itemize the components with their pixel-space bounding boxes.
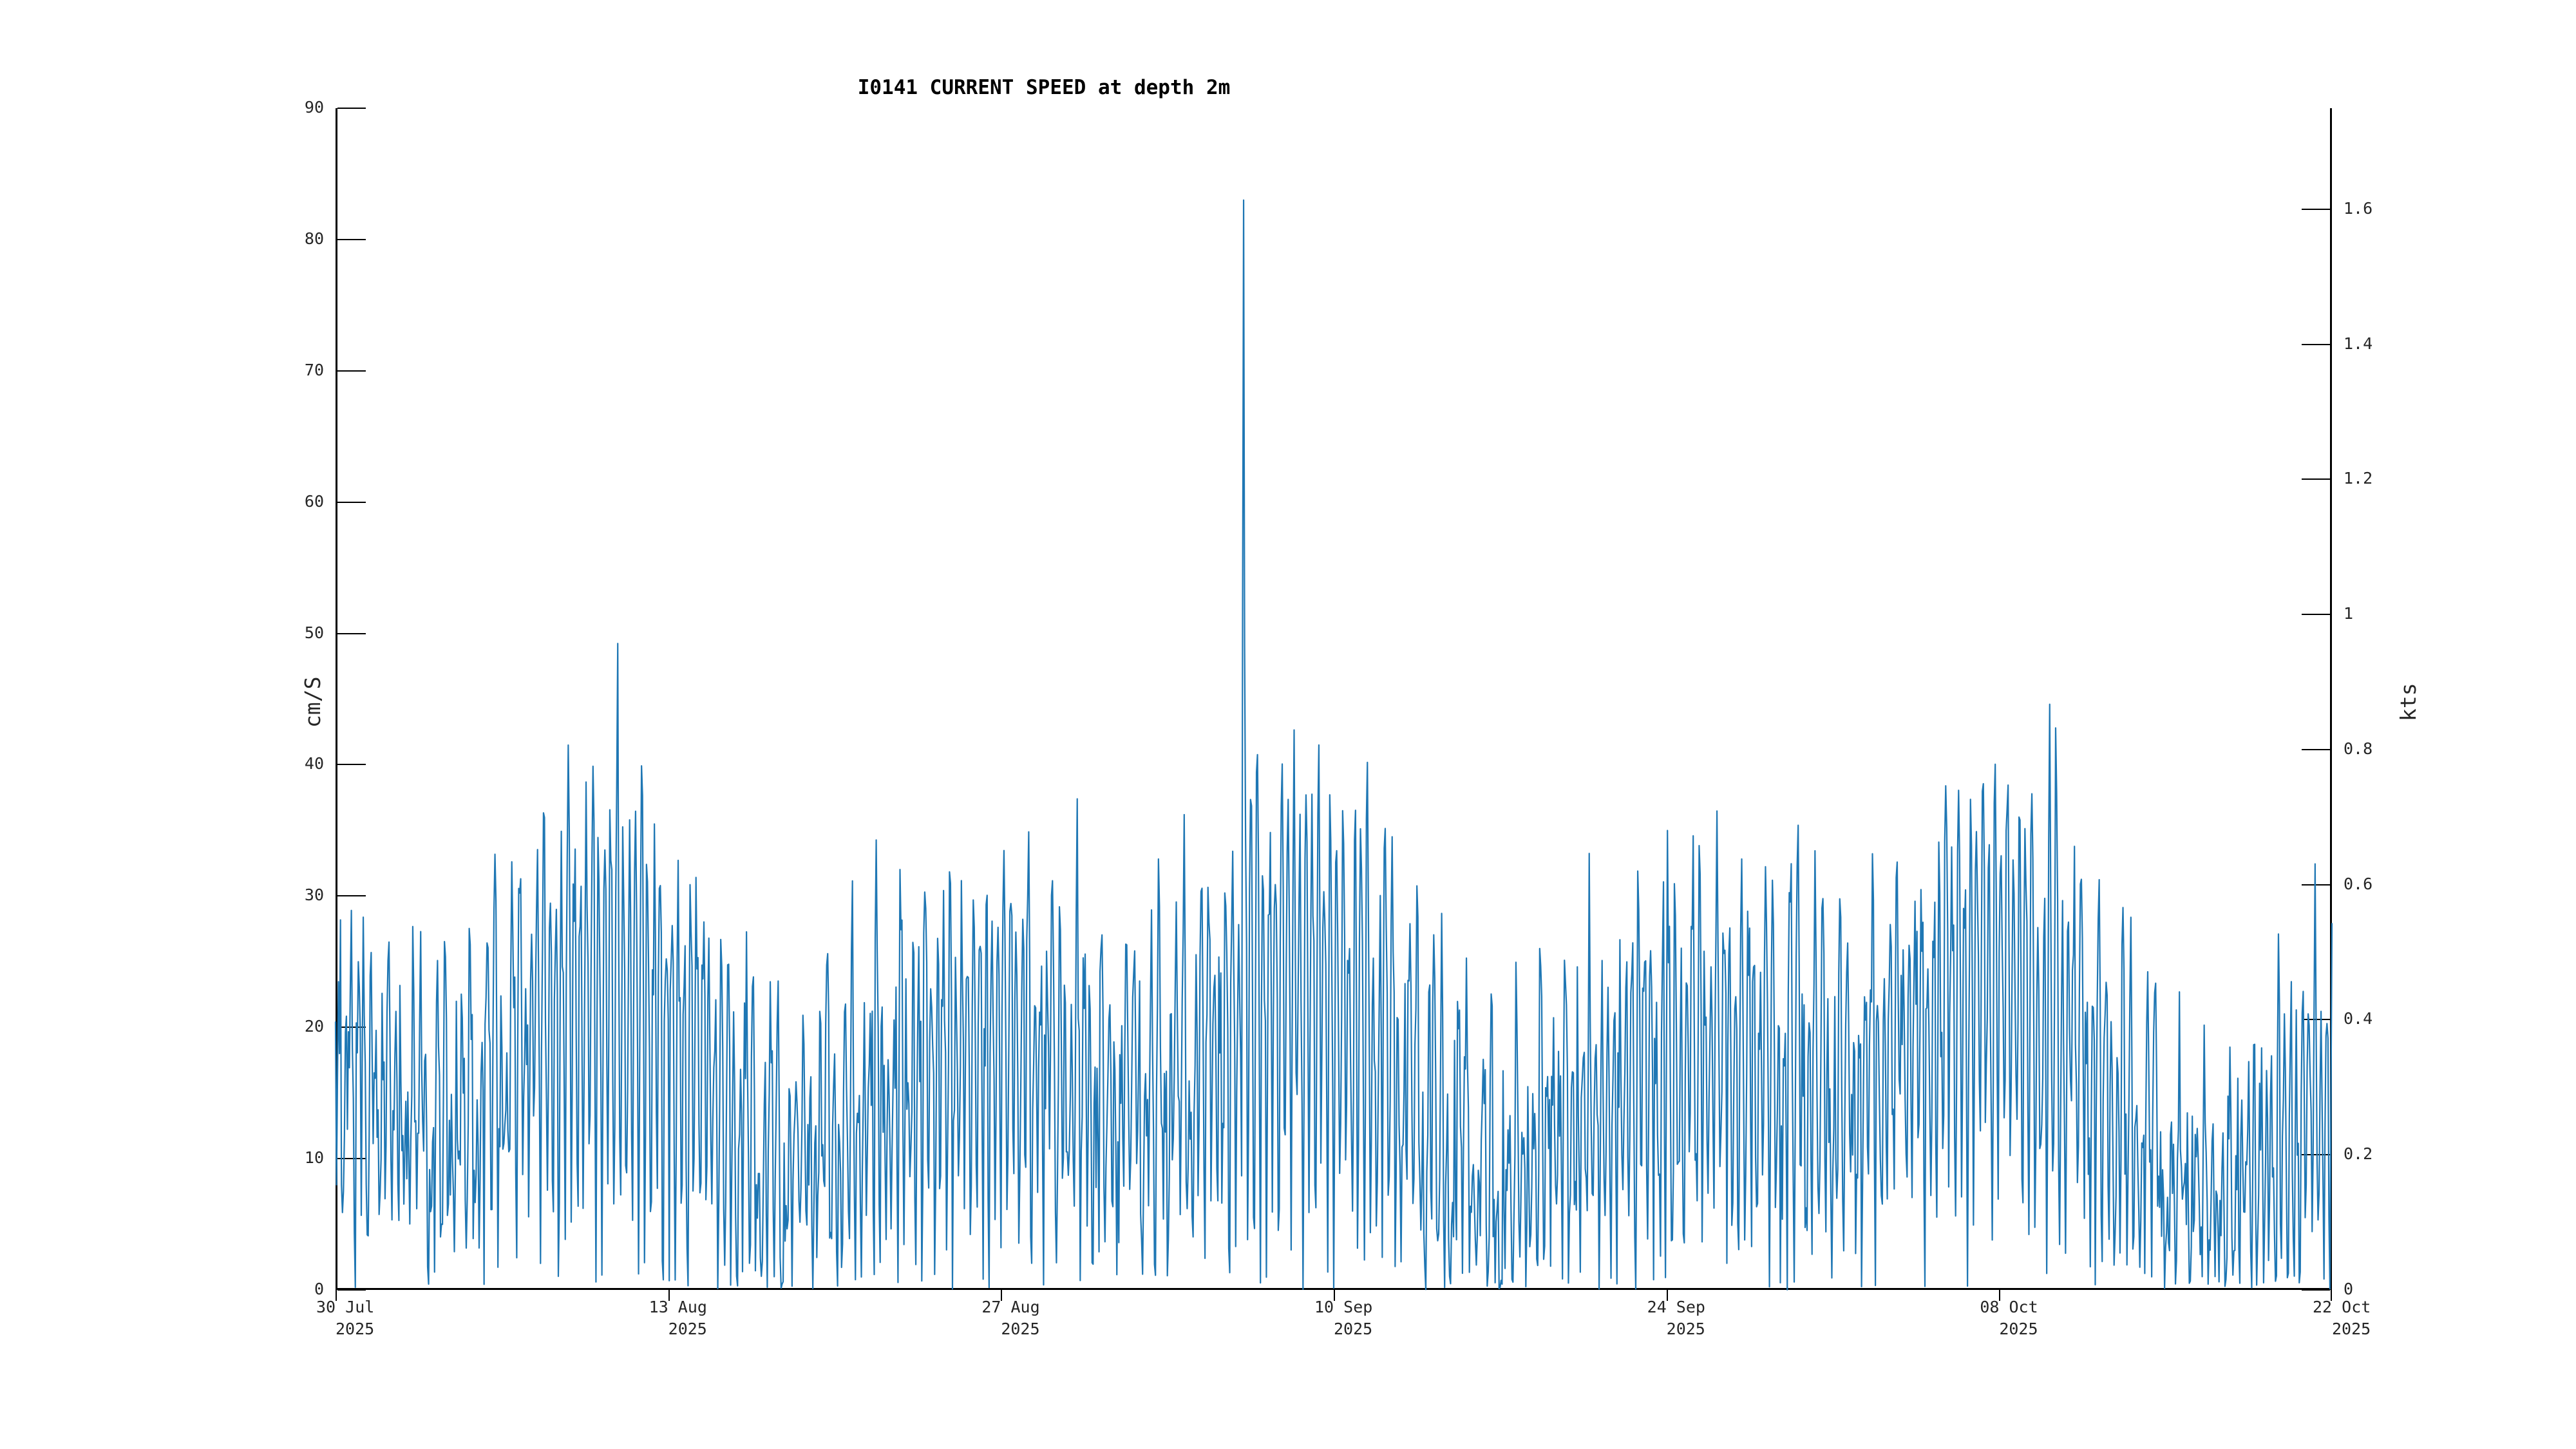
x-tick-label-date: 22 Oct bbox=[2313, 1298, 2371, 1316]
y-axis-label-left: cm/S bbox=[300, 676, 325, 728]
x-tick-1 bbox=[668, 1288, 670, 1301]
y-tick-label-left-60: 60 bbox=[304, 491, 324, 511]
y-tick-label-left-0: 0 bbox=[314, 1280, 324, 1298]
y-tick-label-left-50: 50 bbox=[304, 623, 324, 642]
x-tick-label-year: 2025 bbox=[2332, 1320, 2371, 1338]
chart-title: I0141 CURRENT SPEED at depth 2m bbox=[857, 76, 1231, 99]
y-tick-label-left-90: 90 bbox=[304, 98, 324, 117]
x-tick-label-0: 30 Jul 2025 bbox=[316, 1296, 374, 1340]
x-tick-5 bbox=[1999, 1288, 2001, 1301]
x-tick-0 bbox=[336, 1288, 337, 1301]
x-tick-label-year: 2025 bbox=[668, 1320, 707, 1338]
y-tick-label-right-0.6: 0.6 bbox=[2344, 874, 2373, 893]
x-tick-label-3: 10 Sep 2025 bbox=[1314, 1296, 1372, 1340]
y-tick-left-60 bbox=[337, 501, 366, 503]
y-tick-label-right-1.4: 1.4 bbox=[2344, 334, 2373, 353]
axis-spine-left bbox=[336, 108, 337, 1290]
y-tick-label-right-0: 0 bbox=[2344, 1280, 2354, 1298]
series-line-current-speed bbox=[334, 199, 2333, 1291]
x-tick-label-date: 30 Jul bbox=[316, 1298, 375, 1316]
x-tick-label-5: 08 Oct 2025 bbox=[1980, 1296, 2038, 1340]
x-tick-label-year: 2025 bbox=[1666, 1320, 1705, 1338]
x-tick-label-1: 13 Aug 2025 bbox=[649, 1296, 707, 1340]
y-tick-right-1 bbox=[2302, 614, 2330, 616]
x-tick-label-date: 13 Aug bbox=[649, 1298, 707, 1316]
y-tick-label-left-10: 10 bbox=[304, 1148, 324, 1168]
x-tick-label-year: 2025 bbox=[336, 1320, 375, 1338]
x-tick-label-year: 2025 bbox=[1334, 1320, 1373, 1338]
y-tick-label-right-1: 1 bbox=[2344, 604, 2354, 623]
x-tick-label-4: 24 Sep 2025 bbox=[1647, 1296, 1705, 1340]
y-tick-label-right-0.2: 0.2 bbox=[2344, 1144, 2373, 1164]
y-axis-label-right: kts bbox=[2396, 683, 2421, 721]
x-tick-4 bbox=[1666, 1288, 1668, 1301]
y-tick-label-right-0.8: 0.8 bbox=[2344, 739, 2373, 758]
y-tick-left-70 bbox=[337, 370, 366, 372]
y-tick-right-0 bbox=[2302, 1289, 2330, 1291]
data-series-current-speed bbox=[334, 199, 2333, 1291]
y-tick-label-left-40: 40 bbox=[304, 754, 324, 773]
y-tick-right-0.8 bbox=[2302, 748, 2330, 750]
x-tick-3 bbox=[1334, 1288, 1335, 1301]
y-tick-right-1.6 bbox=[2302, 208, 2330, 210]
y-tick-left-0 bbox=[337, 1289, 366, 1291]
y-tick-left-10 bbox=[337, 1158, 366, 1160]
plot-area bbox=[334, 108, 2333, 1301]
y-tick-right-0.2 bbox=[2302, 1154, 2330, 1156]
y-tick-left-80 bbox=[337, 238, 366, 240]
y-tick-left-40 bbox=[337, 764, 366, 766]
x-tick-label-2: 27 Aug 2025 bbox=[981, 1296, 1039, 1340]
y-tick-left-90 bbox=[337, 108, 366, 109]
x-tick-2 bbox=[1001, 1288, 1003, 1301]
y-tick-label-left-80: 80 bbox=[304, 229, 324, 248]
y-tick-label-left-20: 20 bbox=[304, 1017, 324, 1036]
x-tick-6 bbox=[2331, 1288, 2332, 1301]
y-tick-left-30 bbox=[337, 895, 366, 897]
x-tick-label-year: 2025 bbox=[1001, 1320, 1040, 1338]
y-tick-label-left-30: 30 bbox=[304, 886, 324, 905]
y-tick-label-right-1.6: 1.6 bbox=[2344, 198, 2373, 218]
y-tick-label-right-1.2: 1.2 bbox=[2344, 469, 2373, 488]
y-tick-right-1.4 bbox=[2302, 343, 2330, 345]
x-tick-label-date: 24 Sep bbox=[1647, 1298, 1705, 1316]
y-tick-right-1.2 bbox=[2302, 478, 2330, 480]
y-tick-label-left-70: 70 bbox=[304, 360, 324, 379]
x-tick-label-6: 22 Oct 2025 bbox=[2313, 1296, 2371, 1340]
axis-spine-right bbox=[2330, 108, 2332, 1290]
x-tick-label-date: 27 Aug bbox=[981, 1298, 1040, 1316]
x-tick-label-date: 10 Sep bbox=[1314, 1298, 1373, 1316]
x-tick-label-date: 08 Oct bbox=[1980, 1298, 2038, 1316]
x-tick-label-year: 2025 bbox=[1999, 1320, 2038, 1338]
y-tick-label-right-0.4: 0.4 bbox=[2344, 1009, 2373, 1028]
y-tick-left-50 bbox=[337, 632, 366, 634]
